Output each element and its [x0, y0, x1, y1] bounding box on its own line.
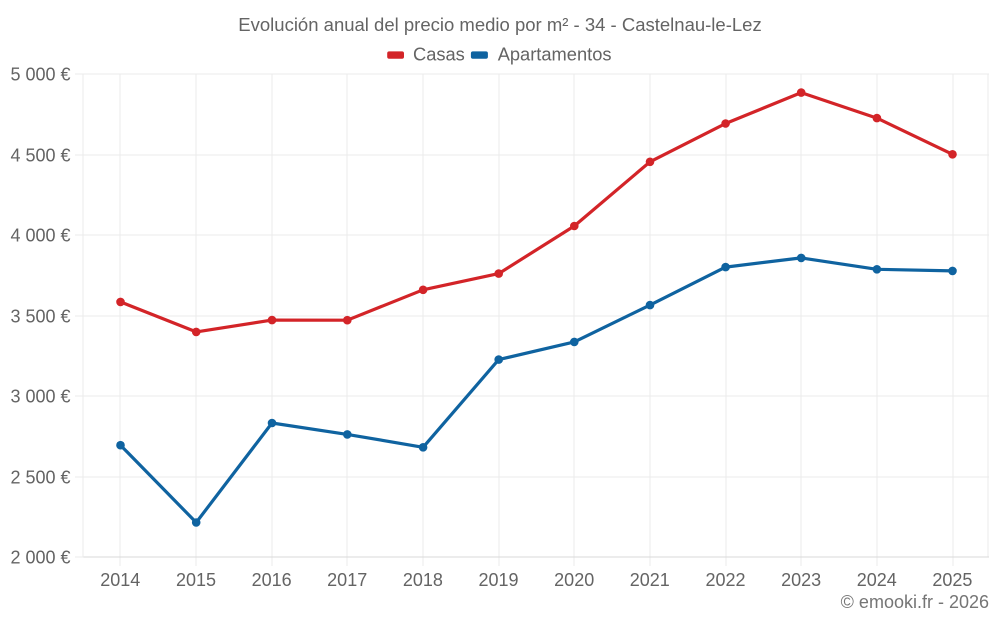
svg-text:Casas: Casas — [413, 44, 465, 65]
svg-text:Evolución anual del precio med: Evolución anual del precio medio por m² … — [238, 14, 761, 35]
svg-text:2018: 2018 — [403, 570, 443, 590]
svg-text:5 000 €: 5 000 € — [10, 65, 70, 85]
svg-text:2 000 €: 2 000 € — [10, 548, 70, 568]
svg-text:2023: 2023 — [781, 570, 821, 590]
svg-text:4 000 €: 4 000 € — [10, 226, 70, 246]
svg-text:2024: 2024 — [857, 570, 897, 590]
svg-text:2016: 2016 — [252, 570, 292, 590]
svg-text:2020: 2020 — [554, 570, 594, 590]
svg-text:2014: 2014 — [100, 570, 140, 590]
svg-text:4 500 €: 4 500 € — [10, 146, 70, 166]
svg-text:2 500 €: 2 500 € — [10, 468, 70, 488]
svg-text:2022: 2022 — [705, 570, 745, 590]
svg-text:2025: 2025 — [932, 570, 972, 590]
svg-text:Apartamentos: Apartamentos — [498, 44, 612, 65]
svg-text:3 500 €: 3 500 € — [10, 307, 70, 327]
svg-text:© emooki.fr - 2026: © emooki.fr - 2026 — [841, 592, 989, 612]
svg-text:3 000 €: 3 000 € — [10, 387, 70, 407]
svg-text:2015: 2015 — [176, 570, 216, 590]
svg-text:2019: 2019 — [478, 570, 518, 590]
svg-text:2021: 2021 — [630, 570, 670, 590]
svg-text:2017: 2017 — [327, 570, 367, 590]
